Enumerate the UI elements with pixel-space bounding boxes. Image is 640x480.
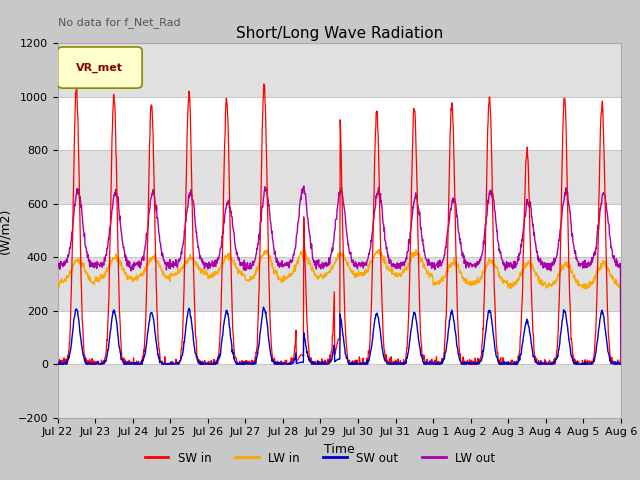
Bar <box>58 257 621 311</box>
Bar <box>58 43 621 96</box>
Y-axis label: (W/m2): (W/m2) <box>0 207 12 253</box>
FancyBboxPatch shape <box>58 47 142 88</box>
X-axis label: Time: Time <box>324 443 355 456</box>
Text: VR_met: VR_met <box>76 62 124 72</box>
Bar <box>58 150 621 204</box>
Bar <box>58 364 621 418</box>
Title: Short/Long Wave Radiation: Short/Long Wave Radiation <box>236 25 443 41</box>
Text: No data for f_Net_Rad: No data for f_Net_Rad <box>58 17 180 28</box>
Legend: SW in, LW in, SW out, LW out: SW in, LW in, SW out, LW out <box>140 447 500 469</box>
